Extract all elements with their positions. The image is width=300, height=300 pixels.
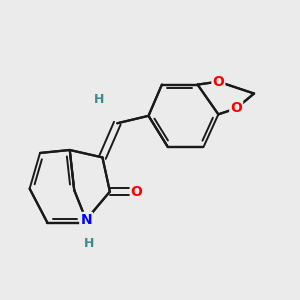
Text: O: O: [131, 184, 142, 199]
Text: O: O: [212, 75, 224, 88]
Text: N: N: [80, 213, 92, 227]
Text: H: H: [94, 93, 105, 106]
Text: H: H: [84, 237, 94, 250]
Text: O: O: [230, 101, 242, 116]
